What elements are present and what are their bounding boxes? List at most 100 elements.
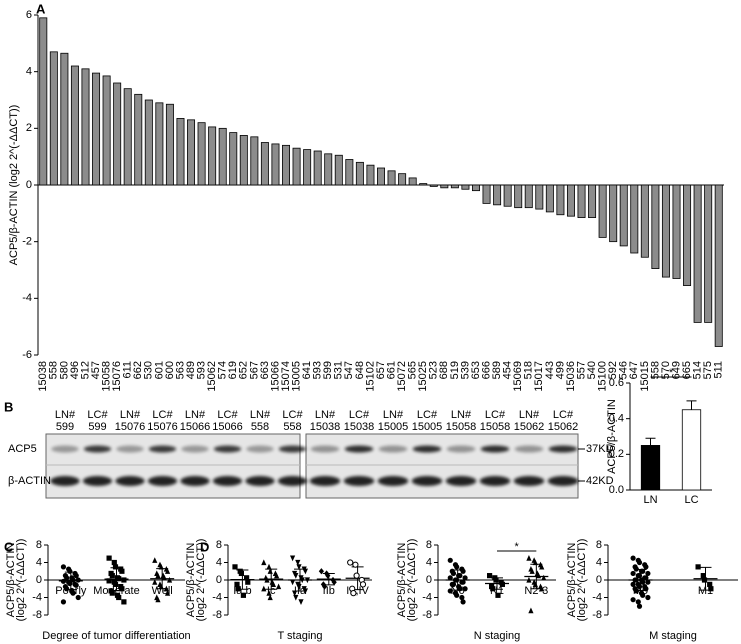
- point: [643, 564, 649, 570]
- x-tick-label: 511: [713, 361, 725, 379]
- bar: [366, 164, 375, 186]
- bar: [313, 150, 322, 186]
- bar: [271, 143, 280, 186]
- point: [232, 564, 238, 570]
- bar: [334, 154, 343, 186]
- bar: [545, 184, 554, 213]
- band: [343, 476, 375, 486]
- x-tick-label: 512: [79, 361, 91, 379]
- band: [344, 445, 374, 453]
- x-axis-label: Degree of tumor differentiation: [42, 630, 190, 642]
- band: [446, 445, 476, 453]
- x-axis-label: M staging: [649, 630, 697, 642]
- x-tick-label: 688: [438, 361, 450, 379]
- point: [164, 590, 171, 596]
- point: [109, 590, 115, 596]
- point: [121, 599, 127, 605]
- x-tick-label: 15102: [364, 361, 376, 392]
- y-tick-label: -4: [22, 292, 32, 304]
- band: [212, 476, 243, 486]
- point: [290, 579, 296, 586]
- bar: [377, 167, 385, 186]
- y-tick-label: 8: [216, 539, 222, 551]
- point: [112, 564, 119, 570]
- bar: [704, 184, 713, 323]
- y-tick-label: 0.2: [609, 448, 624, 460]
- y-axis-label: ACP5/β-ACTIN: [606, 399, 618, 474]
- point: [295, 559, 301, 566]
- point: [276, 583, 282, 590]
- point: [643, 575, 649, 581]
- x-tick-label: LC: [684, 494, 698, 506]
- point: [526, 555, 532, 561]
- x-tick-label: 593: [312, 361, 324, 379]
- bar: [208, 126, 217, 186]
- lane-label: 15076: [147, 421, 178, 433]
- blot-membrane: [305, 433, 579, 499]
- point: [630, 555, 636, 561]
- x-tick-label: 518: [523, 361, 535, 379]
- point: [447, 588, 453, 594]
- chart: 0.0 0.2 0.4 0.6 ACP5/β-ACTIN LN LC *: [606, 367, 712, 506]
- x-tick-label: 619: [227, 361, 239, 379]
- point: [261, 585, 267, 592]
- point: [293, 594, 299, 601]
- bar: [440, 184, 449, 189]
- lane-label: 15066: [180, 421, 211, 433]
- point: [235, 586, 241, 592]
- bar: [229, 132, 238, 186]
- x-tick-label: III,IV: [346, 585, 369, 597]
- y-axis-label: ACP5/β-ACTIN: [396, 543, 408, 618]
- panel-label: D: [200, 539, 209, 554]
- band: [377, 476, 409, 486]
- panel-label: C: [4, 539, 14, 554]
- point: [163, 585, 169, 592]
- point: [640, 592, 646, 598]
- band: [412, 445, 442, 453]
- point: [64, 575, 70, 581]
- lane-label: 15038: [344, 421, 375, 433]
- point: [70, 577, 76, 583]
- x-tick-label: 565: [407, 361, 419, 379]
- bar: [398, 173, 407, 186]
- point: [633, 577, 639, 583]
- lane-label: LC#: [217, 409, 238, 421]
- y-tick-label: 2: [26, 122, 32, 134]
- x-tick-label: 649: [670, 361, 682, 379]
- bar: [303, 149, 312, 186]
- x-tick-label: 558: [48, 361, 60, 379]
- y-tick-label: 0: [596, 574, 602, 586]
- y-tick-label: -4: [422, 591, 432, 603]
- lane-label: 15066: [212, 421, 243, 433]
- x-tick-label: 653: [470, 361, 482, 379]
- band: [51, 445, 79, 453]
- point: [155, 572, 161, 579]
- bar: [714, 184, 723, 347]
- lane-label: LN#: [120, 409, 141, 421]
- point: [636, 583, 643, 590]
- point: [450, 581, 457, 587]
- x-tick-label: 514: [692, 361, 704, 379]
- x-tick-label: 519: [449, 361, 461, 379]
- x-tick-label: 665: [681, 361, 693, 379]
- y-tick-label: -6: [22, 349, 32, 361]
- x-tick-label: 530: [143, 361, 155, 379]
- x-tick-label: 454: [502, 361, 514, 379]
- x-tick-label: 15074: [280, 361, 292, 392]
- y-tick-label: 6: [26, 9, 32, 21]
- x-tick-label: 647: [628, 361, 640, 379]
- lane-label: 15076: [115, 421, 146, 433]
- point: [645, 594, 651, 601]
- lane-label: LN#: [250, 409, 271, 421]
- point: [116, 576, 122, 582]
- bar: [39, 17, 48, 186]
- band: [548, 445, 578, 453]
- bar: [482, 184, 491, 204]
- y-tick-label: 0: [26, 179, 32, 191]
- blot-row-label: β-ACTIN: [8, 475, 51, 487]
- bar: [493, 184, 502, 206]
- x-tick-label: 15076: [111, 361, 123, 392]
- point: [459, 594, 465, 601]
- bar: [450, 184, 459, 189]
- band: [82, 476, 113, 486]
